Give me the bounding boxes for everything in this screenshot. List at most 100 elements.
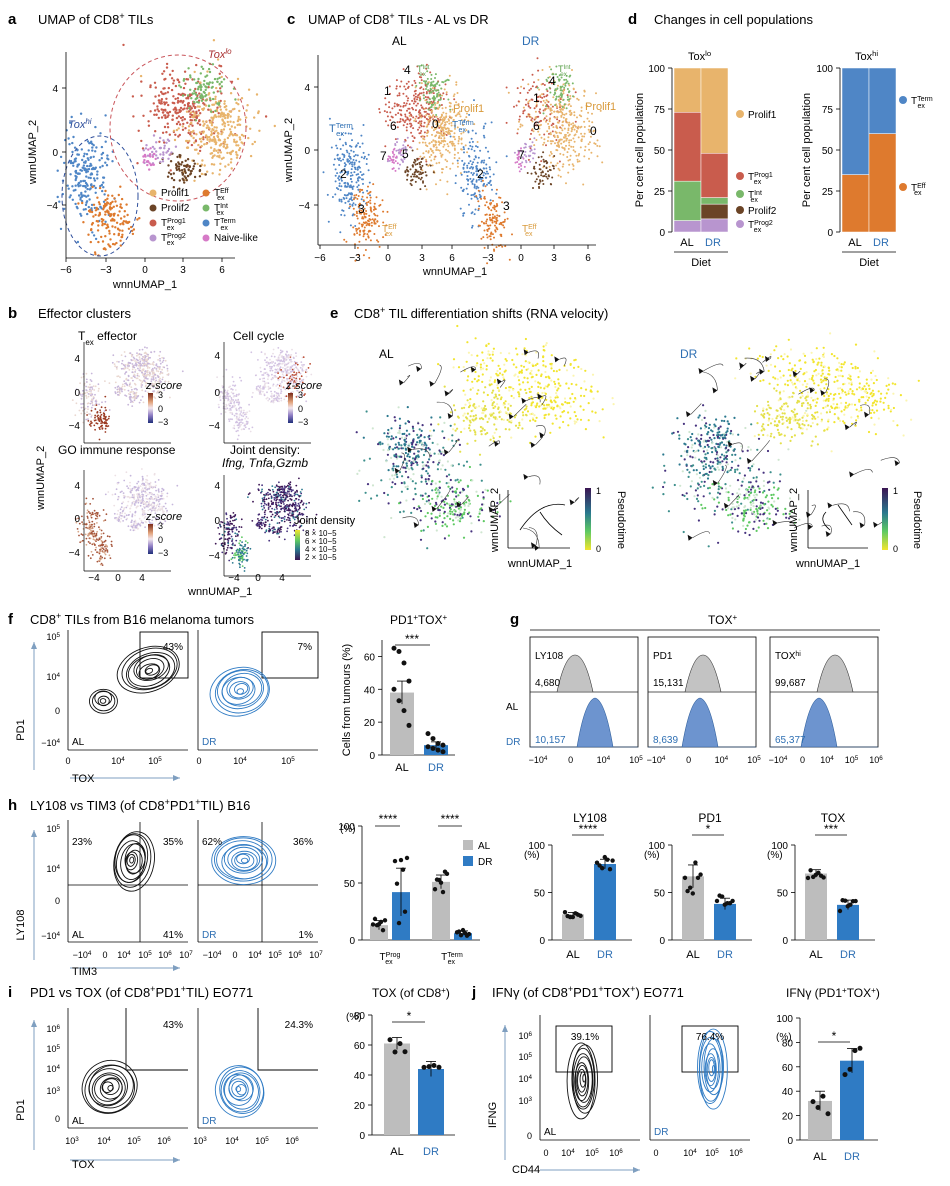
umap-point bbox=[369, 194, 371, 197]
umap-point bbox=[302, 369, 305, 372]
umap-point bbox=[197, 109, 201, 112]
umap-point bbox=[172, 79, 176, 82]
umap-point bbox=[91, 393, 94, 396]
umap-point bbox=[223, 143, 226, 146]
umap-point bbox=[71, 150, 74, 154]
y-tick-label: 0 bbox=[52, 148, 58, 159]
text-main: T bbox=[214, 218, 220, 229]
text-sup: Int bbox=[220, 203, 228, 210]
umap-point bbox=[460, 148, 463, 151]
umap-point bbox=[276, 498, 278, 501]
umap-point bbox=[423, 138, 426, 141]
umap-point bbox=[446, 143, 449, 145]
umap-point bbox=[148, 383, 151, 385]
umap-point bbox=[135, 387, 137, 390]
umap-point bbox=[87, 535, 89, 537]
umap-point bbox=[151, 145, 155, 149]
umap-point bbox=[226, 549, 228, 551]
umap-point bbox=[104, 202, 108, 206]
umap-point bbox=[441, 171, 444, 174]
umap-point bbox=[448, 74, 451, 77]
umap-point bbox=[442, 81, 445, 84]
umap-point bbox=[66, 184, 69, 187]
umap-point bbox=[289, 483, 291, 486]
umap-point bbox=[206, 170, 209, 173]
umap-point bbox=[247, 493, 250, 496]
umap-point bbox=[127, 375, 130, 378]
umap-point bbox=[198, 131, 202, 134]
umap-point bbox=[452, 142, 455, 145]
umap-point bbox=[264, 359, 266, 362]
umap-point bbox=[422, 180, 424, 183]
umap-point bbox=[104, 553, 107, 556]
umap-point bbox=[139, 365, 142, 367]
umap-point bbox=[154, 397, 157, 399]
umap-point bbox=[148, 366, 151, 369]
umap-point bbox=[247, 417, 250, 420]
umap-point bbox=[345, 149, 348, 152]
umap-point bbox=[100, 425, 102, 428]
umap-point bbox=[212, 163, 216, 166]
umap-point bbox=[104, 493, 107, 496]
umap-point bbox=[158, 101, 161, 105]
umap-point bbox=[120, 506, 123, 508]
umap-point bbox=[132, 500, 135, 503]
umap-point bbox=[115, 204, 119, 207]
umap-point bbox=[397, 112, 400, 115]
umap-point bbox=[83, 152, 86, 155]
umap-point bbox=[267, 362, 270, 364]
umap-point bbox=[81, 166, 84, 169]
umap-point bbox=[93, 509, 96, 512]
umap-point bbox=[225, 146, 228, 149]
umap-point bbox=[130, 395, 132, 398]
umap-point bbox=[233, 524, 235, 527]
umap-point bbox=[422, 94, 425, 97]
umap-point bbox=[362, 173, 365, 176]
umap-point bbox=[376, 239, 378, 242]
umap-point bbox=[92, 215, 95, 218]
umap-point bbox=[264, 518, 267, 521]
umap-point bbox=[361, 216, 364, 219]
umap-point bbox=[79, 382, 81, 385]
umap-point bbox=[89, 173, 92, 176]
umap-point bbox=[91, 388, 94, 390]
umap-point bbox=[87, 167, 91, 171]
umap-point bbox=[85, 418, 88, 421]
umap-point bbox=[365, 238, 367, 241]
umap-point bbox=[233, 554, 235, 556]
umap-point bbox=[198, 92, 201, 95]
umap-point bbox=[219, 399, 222, 401]
umap-point bbox=[432, 114, 435, 117]
umap-point bbox=[238, 136, 241, 139]
umap-point bbox=[86, 414, 88, 416]
umap-point bbox=[104, 539, 107, 542]
umap-point bbox=[291, 348, 293, 351]
umap-point bbox=[188, 107, 191, 110]
umap-point bbox=[303, 363, 305, 366]
umap-point bbox=[144, 359, 147, 361]
umap-point bbox=[85, 523, 88, 526]
umap-point bbox=[243, 553, 245, 555]
umap-point bbox=[126, 517, 129, 520]
umap-point bbox=[376, 220, 379, 223]
umap-point bbox=[84, 190, 87, 193]
umap-point bbox=[77, 530, 80, 533]
umap-point bbox=[432, 92, 435, 95]
umap-point bbox=[298, 504, 301, 507]
umap-point bbox=[229, 110, 233, 114]
umap-point bbox=[116, 390, 119, 393]
umap-point bbox=[246, 547, 249, 550]
umap-point bbox=[94, 428, 96, 431]
umap-point bbox=[365, 201, 368, 204]
umap-point bbox=[270, 515, 273, 518]
legend-swatch bbox=[202, 219, 210, 227]
umap-point bbox=[233, 556, 236, 559]
umap-point bbox=[132, 375, 135, 378]
umap-point bbox=[414, 95, 417, 98]
umap-point bbox=[131, 388, 133, 391]
umap-point bbox=[104, 395, 107, 398]
umap-point bbox=[146, 378, 149, 380]
umap-point bbox=[519, 123, 522, 126]
umap-point bbox=[167, 86, 170, 90]
umap-point bbox=[136, 377, 139, 380]
